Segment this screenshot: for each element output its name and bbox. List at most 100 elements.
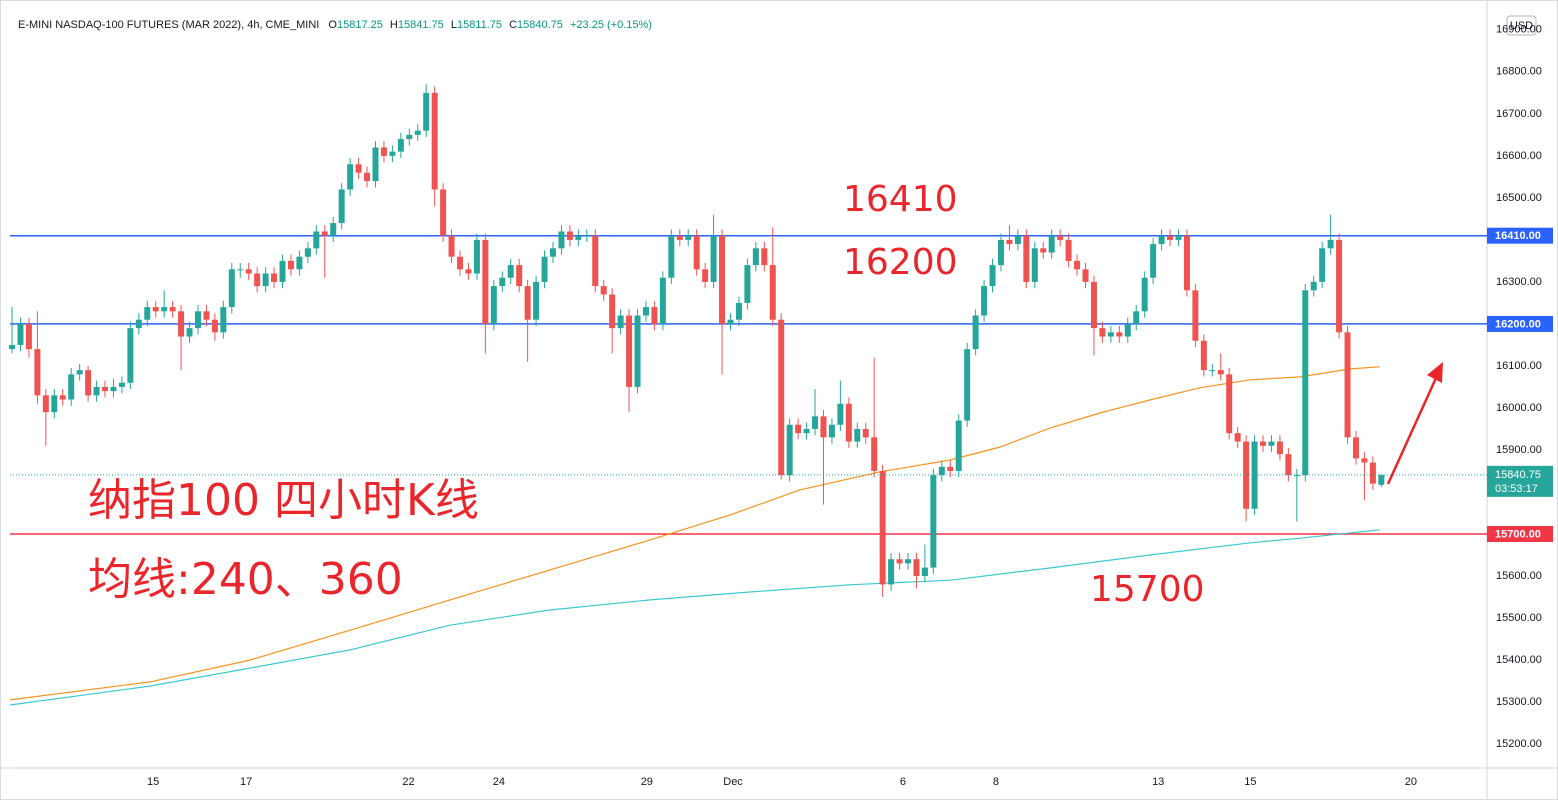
x-tick-label: 22 <box>402 776 414 788</box>
candle-body <box>1124 323 1131 337</box>
y-tick-label: 15200.00 <box>1496 738 1542 750</box>
candle-body <box>42 395 49 413</box>
candle-body <box>1310 281 1317 291</box>
candle-body <box>1175 235 1182 240</box>
y-tick-label: 16000.00 <box>1496 402 1542 414</box>
candle-body <box>51 395 58 413</box>
candle-body <box>828 424 835 438</box>
candle-body <box>609 294 616 329</box>
candle-body <box>1260 441 1267 446</box>
candle-body <box>812 416 819 429</box>
level-price-box <box>1487 315 1553 332</box>
candle-body <box>102 386 109 392</box>
candle-body <box>981 286 988 316</box>
currency-box[interactable] <box>1506 15 1537 36</box>
y-tick-label: 16600.00 <box>1496 150 1542 162</box>
arrow-head <box>1427 362 1443 383</box>
candle-body <box>169 307 176 312</box>
plot <box>9 84 1487 706</box>
candle-body <box>161 307 168 312</box>
candle-body <box>549 248 556 257</box>
x-tick-label: 24 <box>493 776 505 788</box>
ohlc-value: 15840.75 <box>517 19 563 31</box>
annotation: 15700 <box>1090 569 1205 610</box>
candle-body <box>380 147 387 156</box>
candle-body <box>93 386 100 396</box>
candle-body <box>702 269 709 282</box>
candle-body <box>355 164 362 173</box>
y-tick-label: 15400.00 <box>1496 654 1542 666</box>
candle-body <box>237 269 244 271</box>
x-tick-label: 15 <box>1244 776 1256 788</box>
candle-body <box>1183 235 1190 291</box>
candle-body <box>516 265 523 287</box>
candle-body <box>304 248 311 257</box>
candle-body <box>921 567 928 576</box>
candle-body <box>118 382 125 387</box>
candle-body <box>600 286 607 295</box>
y-tick-label: 15500.00 <box>1496 612 1542 624</box>
candle-body <box>659 277 666 324</box>
candle-body <box>423 92 430 131</box>
candle-body <box>964 349 971 421</box>
candle-body <box>1031 248 1038 282</box>
currency[interactable]: USD <box>1510 20 1533 32</box>
ohlc-value: 15817.25 <box>337 19 383 31</box>
candle-body <box>389 151 396 156</box>
y-tick-label: 16500.00 <box>1496 192 1542 204</box>
y-tick-label: 16900.00 <box>1496 24 1542 36</box>
candle-body <box>414 130 421 135</box>
candle-body <box>431 92 438 190</box>
candle-body <box>364 172 371 182</box>
candle-body <box>761 248 768 266</box>
candle-body <box>1048 235 1055 253</box>
candle-body <box>972 315 979 350</box>
arrow-shaft <box>1386 377 1438 485</box>
candle-body <box>668 235 675 278</box>
candle-body <box>533 281 540 320</box>
last-price-label: 15840.75 <box>1495 469 1541 481</box>
candle-body <box>499 277 506 287</box>
candle-body <box>1293 475 1300 477</box>
candle-body <box>287 260 294 270</box>
candle-body <box>1251 441 1258 509</box>
candle-body <box>727 319 734 324</box>
candle-body <box>448 235 455 257</box>
ohlc-label: O <box>328 19 337 31</box>
candle-body <box>1192 290 1199 341</box>
candle-body <box>735 302 742 320</box>
level-price-label: 16410.00 <box>1495 230 1541 242</box>
candle-body <box>955 420 962 471</box>
candle-body <box>710 235 717 282</box>
candle-body <box>592 235 599 287</box>
ohlc-value: 15811.75 <box>457 19 502 31</box>
candle-body <box>1226 374 1233 434</box>
candle-body <box>473 239 480 274</box>
candle-body <box>507 265 514 278</box>
countdown: 03:53:17 <box>1495 483 1538 495</box>
level-price-box <box>1487 227 1553 244</box>
candle-body <box>989 265 996 287</box>
candle-body <box>1276 441 1283 455</box>
candle-body <box>879 470 886 585</box>
x-tick-label: 29 <box>641 776 653 788</box>
candle-body <box>245 269 252 274</box>
candle-body <box>575 235 582 240</box>
candle-body <box>25 323 32 350</box>
candle-body <box>85 370 92 396</box>
candle-body <box>330 223 337 236</box>
x-tick-label: 17 <box>240 776 252 788</box>
candle-body <box>676 235 683 240</box>
candle-body <box>1217 370 1224 375</box>
candle-body <box>17 323 24 345</box>
candle-body <box>1006 239 1013 245</box>
candle-body <box>837 403 844 425</box>
level-price-box <box>1487 525 1553 542</box>
candle-body <box>68 374 75 400</box>
candle-body <box>566 231 573 240</box>
ohlc-label: H <box>390 19 398 31</box>
candle-body <box>203 311 210 320</box>
candle-body <box>1167 235 1174 240</box>
candle-body <box>465 269 472 274</box>
candle-body <box>803 428 810 434</box>
